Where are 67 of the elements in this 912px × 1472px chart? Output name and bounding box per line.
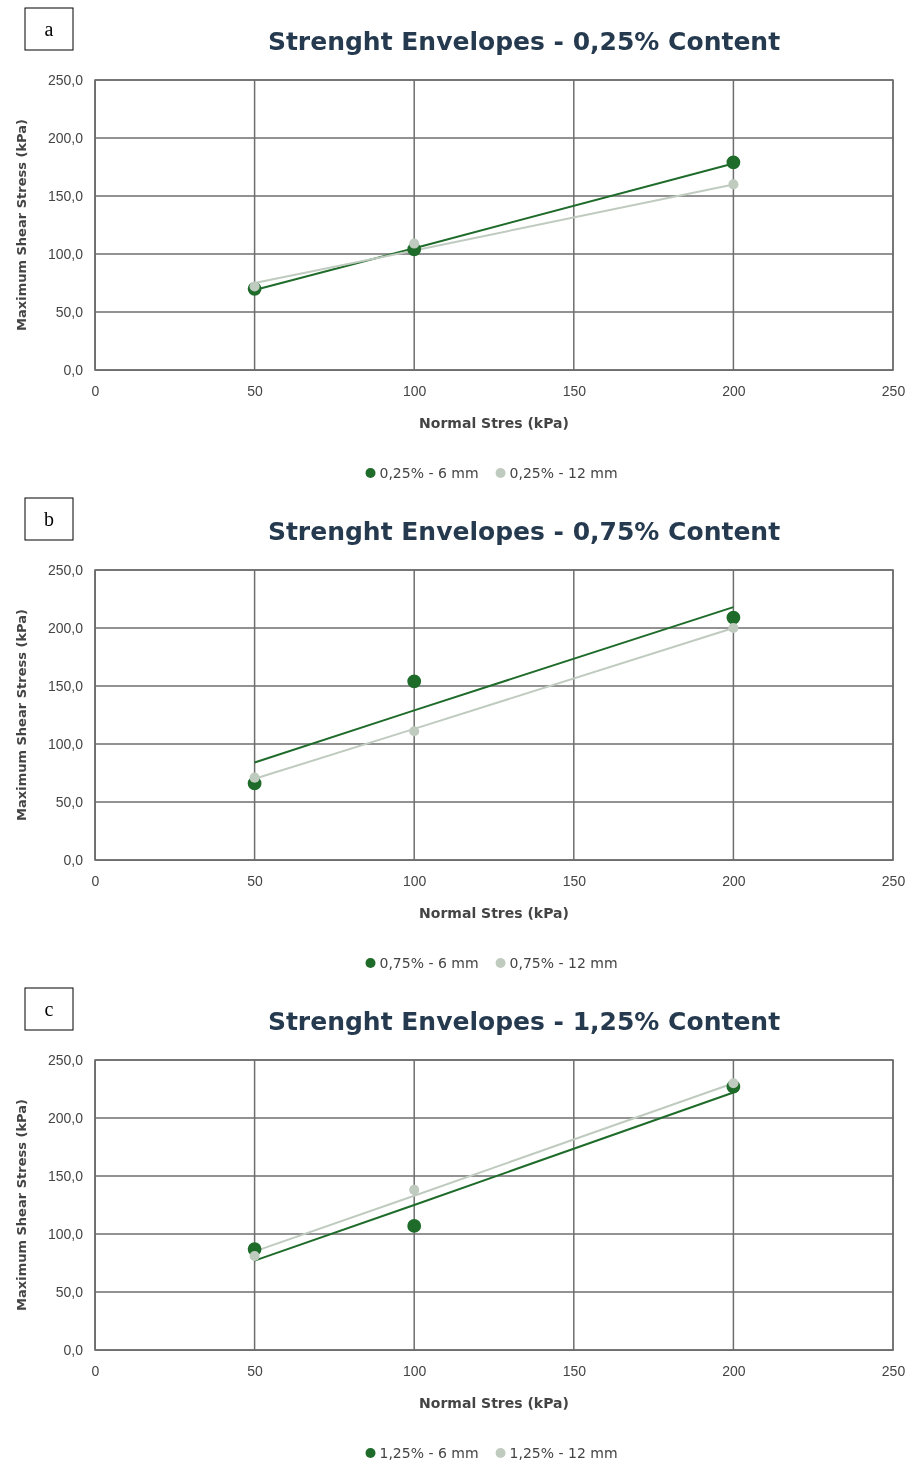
- x-tick-label: 100: [403, 872, 427, 889]
- y-tick-label: 200,0: [47, 1109, 84, 1126]
- point: [407, 674, 422, 689]
- x-tick-label: 50: [247, 1362, 264, 1379]
- point: [726, 610, 741, 625]
- x-tick-label: 150: [562, 382, 587, 399]
- x-axis-title: Normal Stres (kPa): [419, 415, 569, 431]
- x-tick-label: 250: [881, 382, 906, 399]
- y-tick-label: 250,0: [47, 1051, 84, 1068]
- x-tick-label: 150: [562, 1362, 587, 1379]
- x-tick-label: 0: [91, 1362, 100, 1379]
- x-tick-label: 100: [403, 1362, 427, 1379]
- point: [409, 726, 420, 737]
- y-tick-label: 200,0: [47, 129, 84, 146]
- y-tick-label: 100,0: [47, 245, 84, 262]
- y-tick-label: 50,0: [55, 303, 84, 320]
- point: [726, 155, 741, 170]
- y-tick-label: 100,0: [47, 735, 84, 752]
- legend-label: 0,75% - 12 mm: [509, 955, 618, 971]
- point: [728, 179, 739, 190]
- x-tick-label: 100: [403, 382, 427, 399]
- y-tick-label: 0,0: [63, 851, 84, 868]
- y-axis-title: Maximum Shear Stress (kPa): [14, 609, 29, 821]
- point: [249, 1251, 260, 1262]
- point: [409, 1184, 420, 1195]
- chart-title: Strenght Envelopes - 0,75% Content: [267, 517, 781, 546]
- point: [728, 622, 739, 634]
- x-tick-label: 50: [247, 382, 264, 399]
- x-axis-title: Normal Stres (kPa): [419, 1395, 569, 1411]
- x-axis-title: Normal Stres (kPa): [419, 905, 569, 921]
- y-tick-label: 200,0: [47, 619, 84, 636]
- legend-label: 1,25% - 6 mm: [379, 1445, 479, 1461]
- y-tick-label: 50,0: [55, 793, 84, 810]
- x-tick-label: 250: [881, 872, 906, 889]
- point: [249, 281, 260, 292]
- y-axis-title: Maximum Shear Stress (kPa): [14, 1099, 29, 1311]
- x-tick-label: 200: [722, 872, 746, 889]
- x-tick-label: 0: [91, 382, 100, 399]
- y-tick-label: 250,0: [47, 71, 84, 88]
- chart-title: Strenght Envelopes - 1,25% Content: [267, 1007, 781, 1036]
- point: [728, 1078, 739, 1089]
- y-tick-label: 150,0: [47, 677, 84, 694]
- x-tick-label: 250: [881, 1362, 906, 1379]
- x-tick-label: 0: [91, 872, 100, 889]
- x-tick-label: 200: [722, 382, 746, 399]
- y-tick-label: 50,0: [55, 1283, 84, 1300]
- x-tick-label: 50: [247, 872, 264, 889]
- text: c: [44, 998, 54, 1020]
- y-tick-label: 150,0: [47, 187, 84, 204]
- x-tick-label: 150: [562, 872, 587, 889]
- y-tick-label: 250,0: [47, 561, 84, 578]
- point: [407, 1218, 422, 1233]
- legend-label: 1,25% - 12 mm: [509, 1445, 618, 1461]
- y-tick-label: 0,0: [63, 361, 84, 378]
- legend-label: 0,75% - 6 mm: [379, 955, 479, 971]
- y-tick-label: 150,0: [47, 1167, 84, 1184]
- point: [249, 772, 260, 783]
- text: b: [44, 508, 54, 530]
- text: a: [44, 18, 54, 40]
- chart-title: Strenght Envelopes - 0,25% Content: [267, 27, 781, 56]
- y-axis-title: Maximum Shear Stress (kPa): [14, 119, 29, 331]
- legend-label: 0,25% - 12 mm: [509, 465, 618, 481]
- x-tick-label: 200: [722, 1362, 746, 1379]
- y-tick-label: 100,0: [47, 1225, 84, 1242]
- legend-label: 0,25% - 6 mm: [379, 465, 479, 481]
- point: [409, 238, 420, 249]
- y-tick-label: 0,0: [63, 1341, 84, 1358]
